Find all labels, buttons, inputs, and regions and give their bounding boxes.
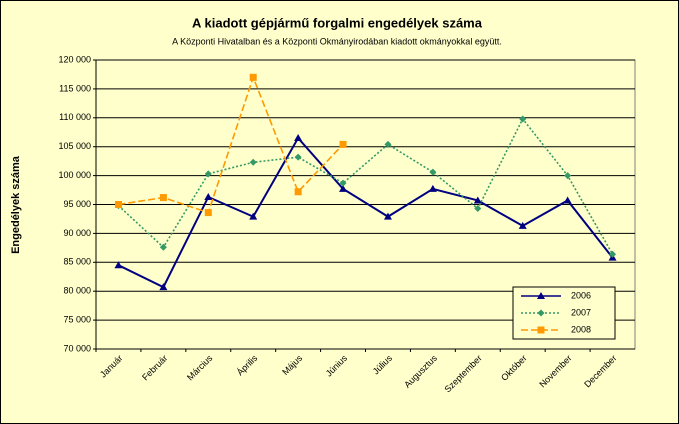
- data-point: [204, 192, 213, 200]
- data-point: [474, 205, 482, 213]
- y-tick-label: 95 000: [63, 199, 91, 209]
- data-point: [204, 170, 212, 178]
- data-point: [294, 153, 302, 161]
- y-tick-label: 115 000: [59, 83, 91, 93]
- data-point: [339, 179, 347, 187]
- data-point: [518, 221, 527, 229]
- data-point: [563, 196, 572, 204]
- y-tick-label: 120 000: [58, 54, 91, 64]
- data-point: [564, 172, 572, 180]
- data-point: [249, 73, 257, 81]
- data-point: [339, 184, 348, 192]
- y-tick-label: 85 000: [63, 257, 91, 267]
- y-tick-label: 110 000: [59, 112, 91, 122]
- chart-subtitle: A Központi Hivatalban és a Központi Okmá…: [172, 36, 502, 46]
- y-tick-label: 105 000: [58, 141, 91, 151]
- series-line: [118, 74, 344, 214]
- data-point: [383, 212, 392, 220]
- series-line: [117, 117, 614, 255]
- data-point: [519, 115, 527, 123]
- data-point: [294, 134, 303, 142]
- data-point: [429, 168, 437, 176]
- data-point: [159, 283, 168, 291]
- y-tick-label: 75 000: [63, 314, 91, 324]
- data-point: [159, 243, 167, 251]
- legend-marker: [537, 326, 545, 334]
- data-point: [339, 140, 347, 148]
- data-point: [204, 209, 212, 217]
- y-tick-label: 80 000: [63, 286, 91, 296]
- data-point: [473, 196, 482, 204]
- data-point: [294, 188, 302, 196]
- data-point: [249, 158, 257, 166]
- y-tick-label: 90 000: [63, 228, 91, 238]
- y-tick-label: 100 000: [58, 170, 91, 180]
- legend-label: 2008: [571, 324, 591, 334]
- data-point: [114, 261, 123, 269]
- legend-label: 2006: [571, 290, 591, 300]
- series-line: [118, 136, 614, 289]
- data-point: [159, 194, 167, 202]
- data-point: [428, 184, 437, 192]
- y-tick-label: 70 000: [63, 343, 91, 353]
- data-point: [609, 250, 617, 258]
- chart-title: A kiadott gépjármű forgalmi engedélyek s…: [192, 15, 483, 30]
- data-point: [384, 140, 392, 148]
- legend-label: 2007: [571, 307, 591, 317]
- legend-marker: [537, 292, 545, 299]
- legend-marker: [537, 309, 545, 317]
- data-point: [249, 212, 258, 220]
- y-axis-label: Engedélyek száma: [10, 155, 22, 254]
- legend-box: [512, 286, 616, 340]
- data-point: [114, 201, 122, 208]
